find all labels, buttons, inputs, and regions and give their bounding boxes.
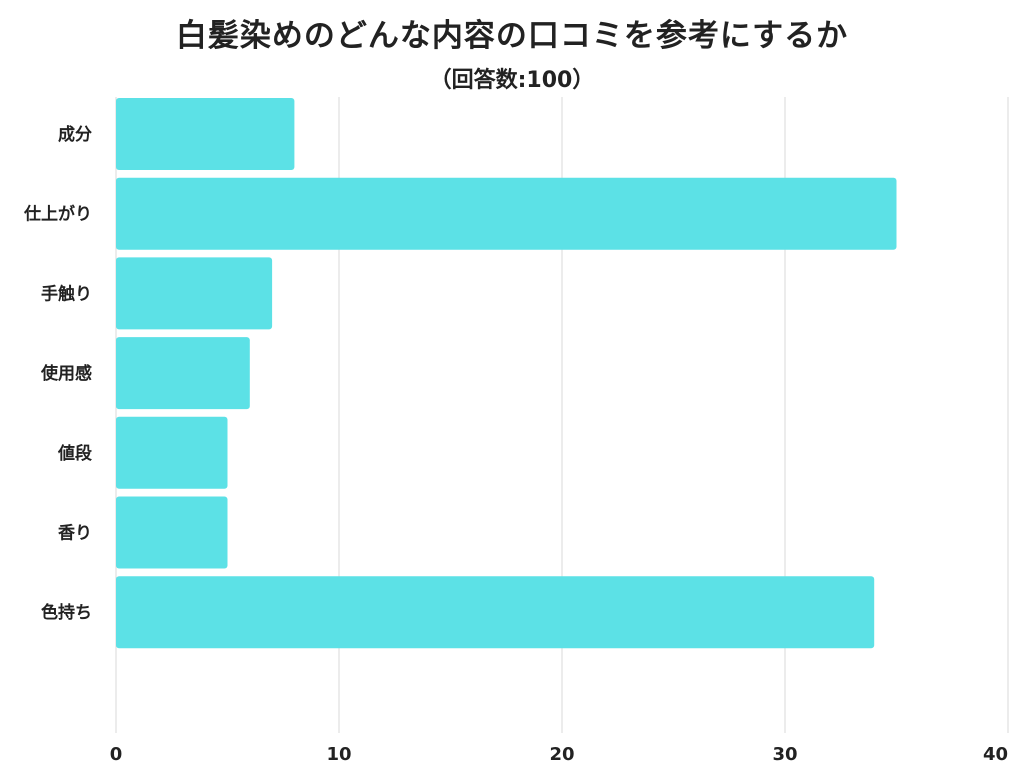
bars [116, 98, 897, 649]
x-tick-label: 30 [772, 744, 797, 765]
category-label: 成分 [58, 124, 92, 145]
bar [116, 177, 897, 250]
category-label: 値段 [57, 443, 92, 464]
bar [116, 576, 875, 649]
x-tick-label: 20 [549, 744, 574, 765]
bar [116, 98, 295, 170]
category-label: 仕上がり [23, 204, 92, 225]
x-tick-label: 0 [110, 744, 123, 765]
bar [116, 416, 228, 489]
x-tick-labels: 0 10 20 30 40 [110, 744, 1008, 765]
x-tick-label: 10 [326, 744, 351, 765]
x-tick-label: 40 [983, 744, 1008, 765]
category-label: 使用感 [40, 363, 92, 384]
chart-title: 白髪染めのどんな内容の口コミを参考にするか [175, 18, 849, 54]
category-label: 手触り [41, 283, 92, 304]
bar [116, 496, 228, 569]
category-label: 色持ち [41, 602, 92, 623]
category-label: 香り [58, 524, 92, 544]
chart-subtitle: （回答数:100） [429, 68, 595, 93]
bar [116, 337, 250, 410]
bar [116, 257, 273, 330]
